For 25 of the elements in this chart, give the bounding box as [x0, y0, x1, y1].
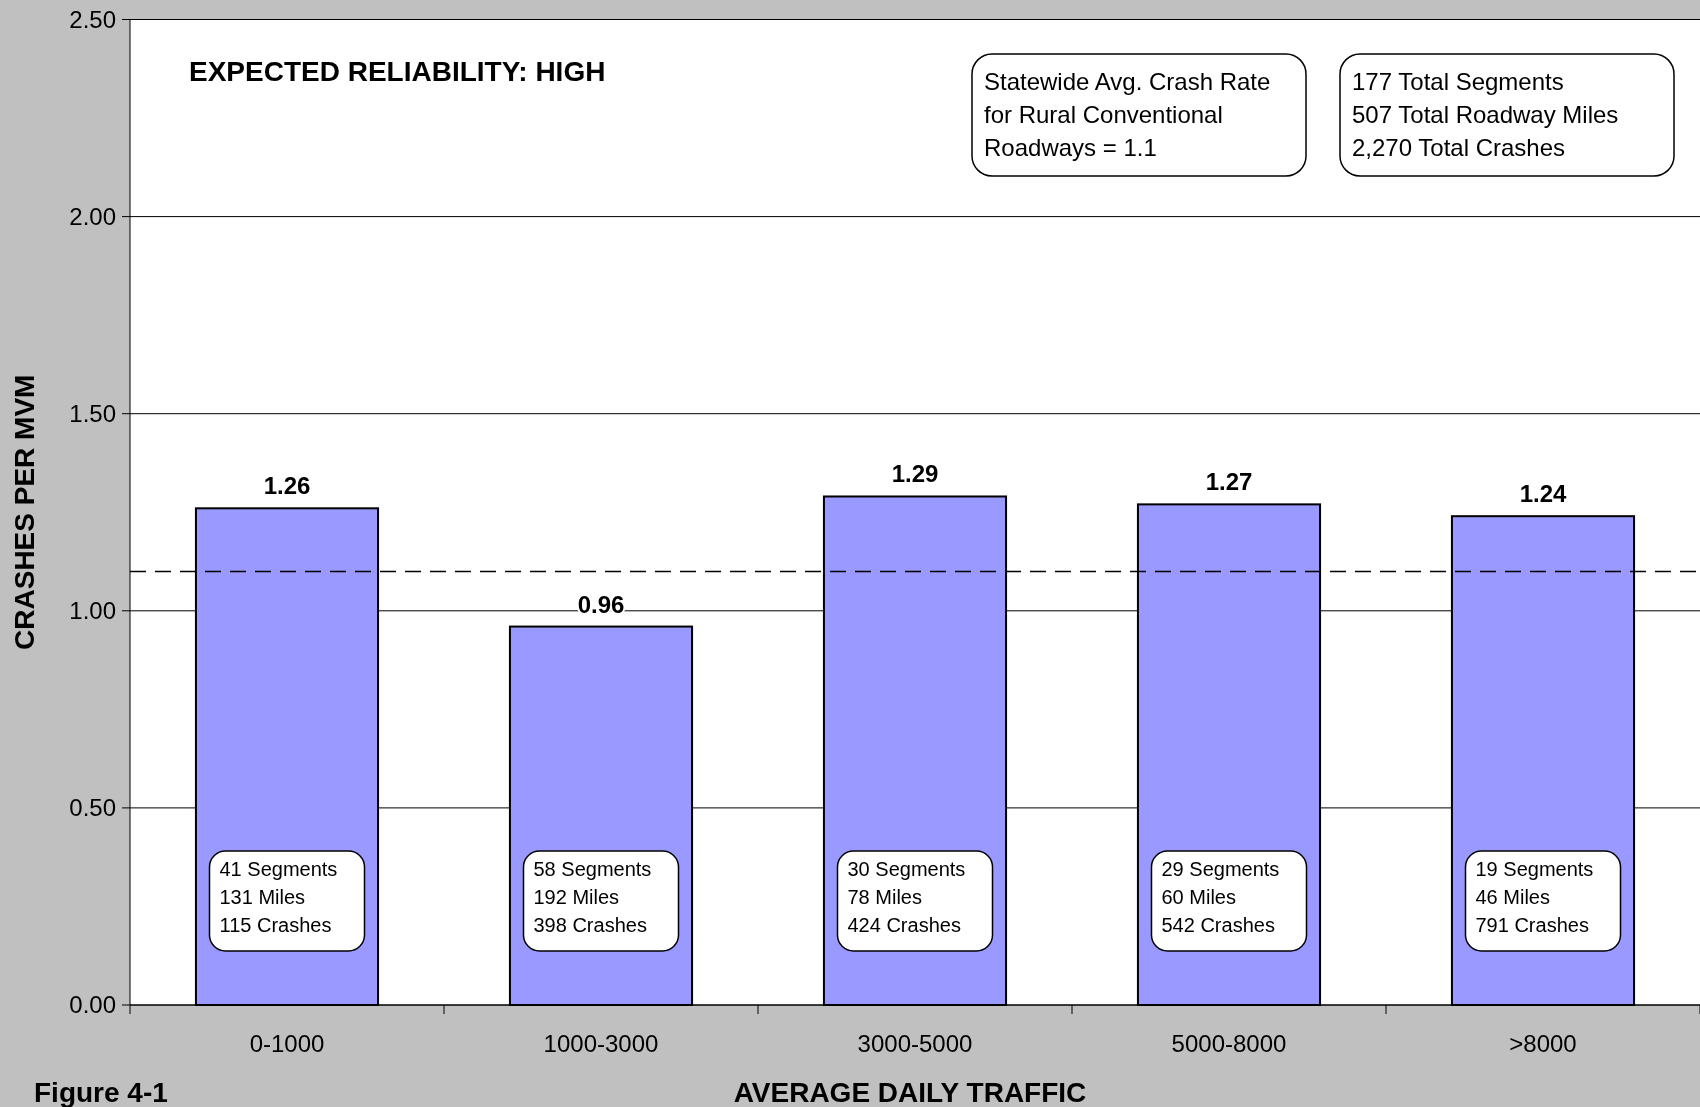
- y-tick-label: 2.00: [69, 203, 116, 230]
- annotation: 30 Segments 78 Miles 424 Crashes: [847, 858, 966, 936]
- x-tick-label: 0-1000: [249, 1030, 325, 1057]
- y-tick-label: 1.00: [69, 597, 116, 625]
- x-tick-label: 3000-5000: [857, 1030, 973, 1057]
- annotation: 177 Total Segments 507 Total Roadway Miles 2,270 Total Crashes: [1352, 68, 1619, 161]
- x-axis-title: AVERAGE DAILY TRAFFIC: [733, 1077, 1087, 1107]
- y-tick-label: 0.50: [69, 794, 116, 822]
- y-tick-label: 0.00: [69, 991, 116, 1019]
- data-label: 1.27: [1205, 468, 1253, 496]
- y-axis-title: CRASHES PER MVM: [9, 374, 40, 650]
- y-tick-label: 1.50: [69, 400, 116, 428]
- annotation: Statewide Avg. Crash Rate for Rural Conventional Roadways = 1.1: [984, 68, 1271, 161]
- annotation: 29 Segments 60 Miles 542 Crashes: [1161, 858, 1280, 936]
- annotation: 19 Segments 46 Miles 791 Crashes: [1475, 858, 1594, 936]
- data-label: 1.24: [1519, 480, 1567, 508]
- annotation: 58 Segments 192 Miles 398 Crashes: [533, 858, 652, 936]
- data-label: 1.29: [891, 460, 939, 488]
- x-tick-label: 5000-8000: [1171, 1030, 1287, 1057]
- x-tick-label: 1000-3000: [543, 1030, 659, 1057]
- text: EXPECTED RELIABILITY: HIGH: [189, 56, 606, 87]
- x-tick-label: >8000: [1509, 1030, 1577, 1057]
- data-label: 1.26: [263, 472, 311, 500]
- annotation: 41 Segments 131 Miles 115 Crashes: [219, 858, 338, 936]
- y-tick-label: 2.50: [69, 5, 116, 33]
